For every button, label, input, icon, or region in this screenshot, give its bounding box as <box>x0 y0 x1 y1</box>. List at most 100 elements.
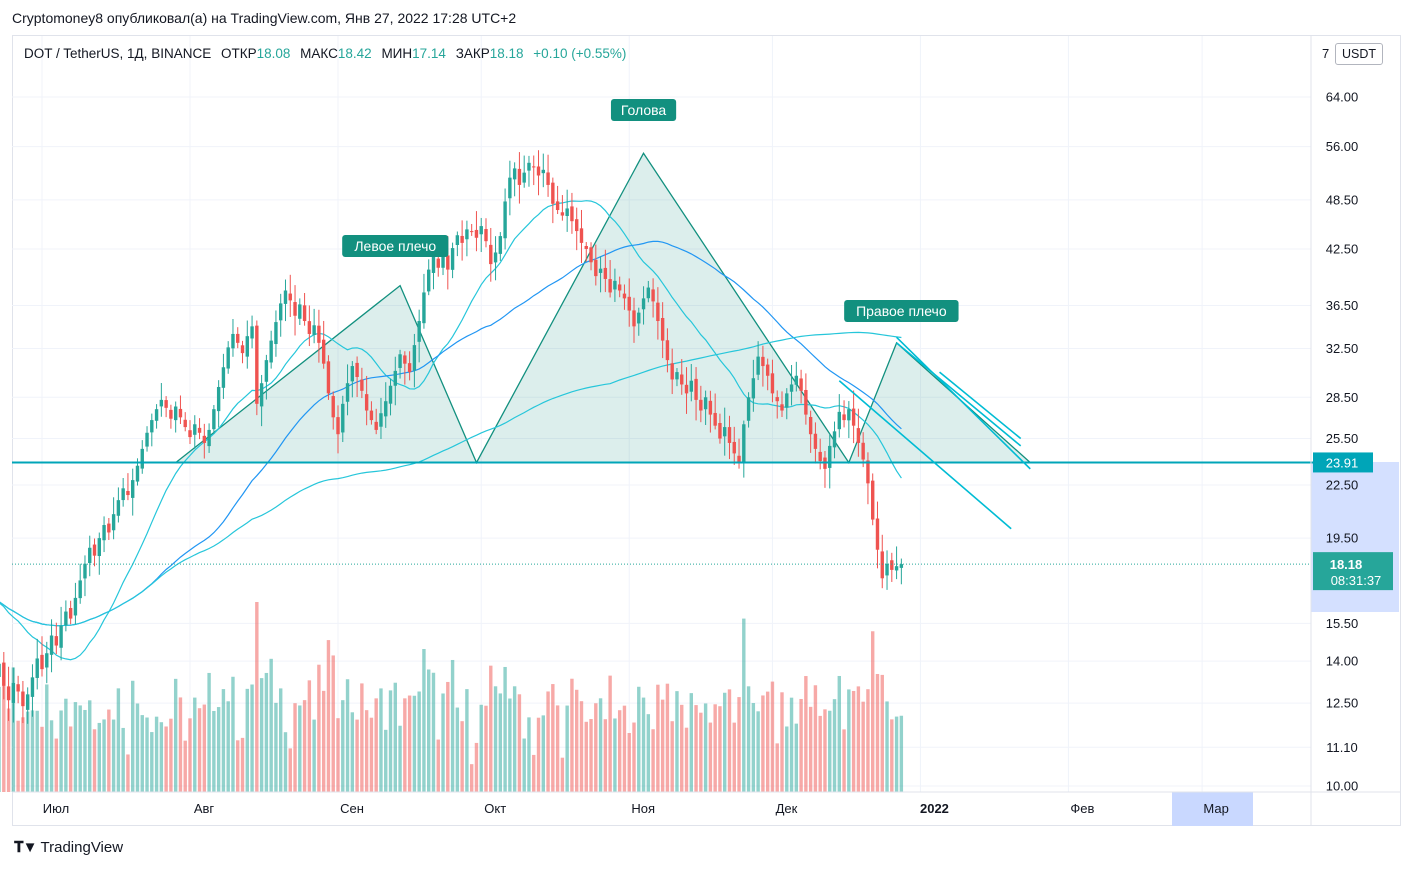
candle-body <box>64 611 68 626</box>
candle-body <box>503 201 507 239</box>
candle-body <box>603 267 608 279</box>
volume-bar <box>837 675 841 792</box>
volume-bar <box>111 719 116 792</box>
volume-bar <box>293 703 297 792</box>
volume-bar <box>16 720 20 792</box>
volume-bar <box>541 715 545 792</box>
candle-body <box>293 302 297 316</box>
volume-bar <box>818 715 822 792</box>
candle-body <box>756 356 760 375</box>
volume-bar <box>412 695 417 792</box>
time-tick: Фев <box>1070 801 1094 816</box>
volume-bar <box>584 721 588 792</box>
volume-bar <box>183 740 187 792</box>
candle-body <box>608 279 612 293</box>
candle-body <box>493 252 498 263</box>
volume-bar <box>441 693 445 792</box>
candle-body <box>703 397 708 410</box>
volume-bar <box>799 698 803 792</box>
candle-body <box>598 268 603 273</box>
candle-body <box>699 399 703 411</box>
trendline <box>896 336 1031 470</box>
candle-body <box>345 383 350 402</box>
volume-bar <box>756 711 760 792</box>
price-tick: 11.10 <box>1326 740 1358 755</box>
candle-body <box>708 400 713 415</box>
price-tick: 14.00 <box>1326 654 1359 669</box>
candle-body <box>617 284 622 291</box>
volume-bar <box>885 701 889 792</box>
candle-body <box>789 384 794 392</box>
candle-body <box>173 406 178 421</box>
volume-bar <box>555 705 560 792</box>
candle-body <box>689 380 693 392</box>
volume-bar <box>131 680 135 792</box>
candle-body <box>575 219 579 232</box>
volume-bar <box>871 631 875 792</box>
close-label: ЗАКР <box>455 46 490 61</box>
candle-body <box>474 229 479 238</box>
volume-bar <box>890 719 894 792</box>
candle-body <box>202 435 207 443</box>
volume-bar <box>808 706 813 792</box>
volume-bar <box>216 707 221 792</box>
volume-bar <box>116 688 121 792</box>
candle-body <box>16 684 20 692</box>
price-tick: 19.50 <box>1326 531 1359 546</box>
volume-bar <box>689 693 693 792</box>
candle-body <box>312 325 316 336</box>
volume-bar <box>226 701 230 792</box>
candle-body <box>193 424 197 435</box>
candle-body <box>317 325 321 343</box>
annotation-label: Голова <box>621 102 667 118</box>
volume-bar <box>78 705 82 792</box>
volume-bar <box>546 691 550 792</box>
volume-bar <box>240 737 245 792</box>
candle-body <box>637 312 641 324</box>
volume-bar <box>594 703 598 792</box>
volume-bar <box>536 717 541 792</box>
candle-body <box>732 441 736 454</box>
volume-bar <box>627 733 631 792</box>
candle-body <box>131 480 135 498</box>
candle-body <box>455 235 460 245</box>
candle-body <box>761 356 765 367</box>
time-tick: Авг <box>194 801 215 816</box>
volume-bar <box>355 719 359 792</box>
symbol-label[interactable]: DOT / TetherUS, 1Д, BINANCE <box>24 46 212 61</box>
currency-badge[interactable]: USDT <box>1335 43 1383 65</box>
volume-bar <box>866 689 870 792</box>
volume-bar <box>508 698 512 792</box>
candles <box>0 150 904 724</box>
volume-bar <box>121 727 125 792</box>
volume-bar <box>699 712 703 792</box>
candle-body <box>656 302 660 322</box>
volume-bar <box>899 715 904 792</box>
candle-body <box>828 445 832 468</box>
candle-body <box>660 317 665 341</box>
footer-logo[interactable]: 𝐓▼ TradingView <box>14 839 123 856</box>
volume-bar <box>522 738 526 792</box>
candle-body <box>321 339 326 364</box>
candle-body <box>512 168 517 180</box>
candle-body <box>780 404 784 411</box>
volume-bar <box>388 690 393 792</box>
candle-body <box>465 229 469 240</box>
annotation-label: Правое плечо <box>856 303 947 319</box>
candle-body <box>188 430 192 438</box>
volume-bar <box>880 674 884 792</box>
candle-body <box>111 514 116 531</box>
volume-bar <box>680 704 684 792</box>
candle-body <box>837 411 841 430</box>
low-value: 17.14 <box>412 46 446 61</box>
candle-body <box>751 378 756 399</box>
candle-body <box>799 378 803 391</box>
volume-bar <box>469 764 474 792</box>
volume-bar <box>847 689 851 792</box>
volume-bar <box>785 726 789 792</box>
candle-body <box>555 201 560 211</box>
volume-bar <box>2 675 6 792</box>
candle-body <box>422 292 426 324</box>
volume-bar <box>135 703 140 792</box>
